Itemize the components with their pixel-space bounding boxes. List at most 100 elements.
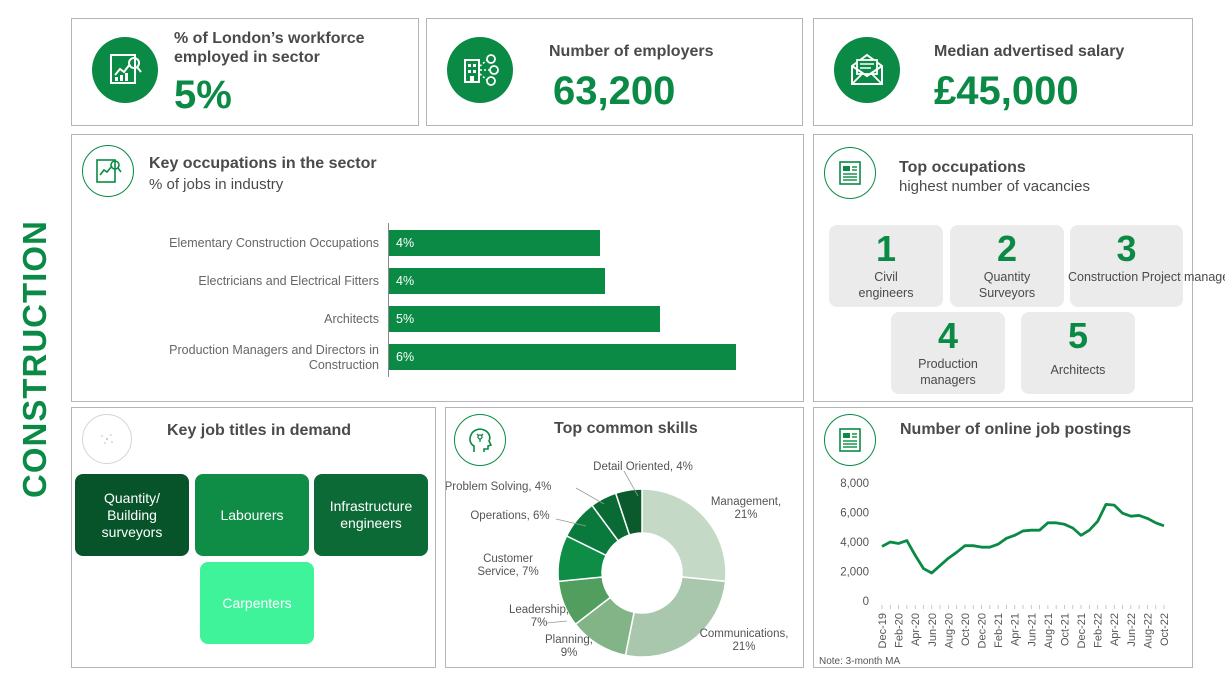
vacancy-label: Civil engineers [858,270,914,300]
occupation-bar-value: 5% [396,312,415,326]
vacancy-rank: 2 [996,228,1018,269]
stat-panel-salary: Median advertised salary £45,000 [813,18,1193,126]
key-occupations-panel: Key occupations in the sector % of jobs … [71,134,804,402]
occupation-axis-line [388,223,389,377]
office-network-icon [447,37,513,103]
stat-value-employers: 63,200 [553,69,676,113]
donut-label-line: Customer [483,553,533,565]
stat-panel-workforce: % of London’s workforce employed in sect… [71,18,419,126]
donut-label-line: Service, 7% [477,566,538,578]
donut-label: Problem Solving, 4% [446,481,551,493]
occupation-bar: 4% [389,230,600,256]
x-tick-label: Dec-19 [877,613,889,648]
occupation-bar-value: 4% [396,274,415,288]
x-tick-label: Apr-20 [910,613,922,646]
y-tick-label: 6,000 [840,508,869,520]
x-tick-label: Dec-20 [977,613,989,648]
vacancy-rank: 4 [937,315,959,356]
top-occupations-subtitle: highest number of vacancies [899,178,1090,195]
vacancy-label: Production managers [918,357,978,387]
stat-panel-employers: Number of employers 63,200 [426,18,803,126]
donut-label-line: 9% [561,647,578,659]
sparkle-icon [82,414,132,464]
job-titles-title: Key job titles in demand [167,422,352,439]
occupation-bar: 6% [389,344,736,370]
stat-label-workforce: % of London’s workforce employed in sect… [174,30,365,66]
skills-title: Top common skills [554,420,698,437]
occupation-label: Elementary Construction Occupations [169,236,379,250]
vacancy-rank: 5 [1067,315,1089,356]
donut-label: Customer Service, 7% [477,553,538,578]
x-tick-label: Feb-20 [894,613,906,648]
y-tick-label: 0 [863,596,869,608]
occupation-label-area: Elementary Construction Occupations Elec… [87,135,379,403]
donut-label-line: Detail Oriented, 4% [593,461,693,473]
donut-label-line: Leadership, [509,604,569,616]
x-tick-label: Dec-21 [1076,613,1088,648]
x-tick-label: Apr-22 [1109,613,1121,646]
x-tick-label: Oct-20 [960,613,972,646]
job-title-tile: Labourers [195,474,309,556]
x-tick-label: Jun-22 [1126,613,1138,647]
skills-panel: Top common skills Management, 21% Communic… [445,407,804,668]
donut-slice [641,488,727,583]
vacancy-tile: 5 Architects [1021,312,1135,394]
x-tick-label: Aug-21 [1043,613,1055,648]
job-title-tile: Infrastructure engineers [314,474,428,556]
vacancy-label: Quantity Surveyors [978,270,1036,300]
donut-label-line: Problem Solving, 4% [446,481,551,493]
x-tick-label: Oct-22 [1159,613,1171,646]
vacancy-tile: 1 Civil engineers [829,225,943,307]
occupation-bar: 5% [389,306,660,332]
donut-label-line: Management, [711,496,781,508]
key-occupations-subtitle: % of jobs in industry [149,176,284,193]
vacancy-label: Architects [1050,363,1106,377]
postings-series-line [881,502,1165,575]
stat-label-salary: Median advertised salary [934,43,1125,60]
donut-label: Operations, 6% [470,510,549,522]
y-tick-label: 4,000 [840,537,869,549]
donut-label: Detail Oriented, 4% [593,461,693,473]
donut-label-line: Planning, [545,634,593,646]
top-occupations-panel: Top occupations highest number of vacanc… [813,134,1225,402]
x-tick-label: Feb-22 [1093,613,1105,648]
sector-title-text: CONSTRUCTION [16,220,53,498]
occupation-label: Electricians and Electrical Fitters [198,274,379,288]
x-tick-label: Aug-22 [1142,613,1154,648]
vacancy-label: Construction Project managers [1068,270,1225,284]
donut-label: Leadership, 7% [509,604,569,629]
postings-panel: Number of online job postings 0 2,000 4,00… [813,407,1193,668]
donut-label: Planning, 9% [545,634,593,659]
y-tick-label: 2,000 [840,567,869,579]
donut-leader-line [555,518,587,527]
stat-value-workforce: 5% [174,73,232,117]
vacancy-rank: 3 [1116,228,1137,269]
donut-slice [614,488,643,536]
donut-label: Communications, 21% [700,628,789,653]
job-title-tile: Quantity/ Building surveyors [75,474,189,556]
newspaper-icon [824,147,876,199]
skills-donut-chart: Management, 21%Communications, 21%Planning… [446,461,789,659]
vacancy-tile: 4 Production managers [891,312,1005,394]
donut-leader-line [623,470,639,497]
chart-report-icon [82,145,134,197]
job-titles-panel: Key job titles in demand Quantity/ Build… [71,407,436,668]
occupation-bar-value: 4% [396,236,415,250]
donut-label-line: 21% [732,641,755,653]
donut-slice [624,576,727,658]
donut-leader-line [575,487,605,505]
stat-label-employers: Number of employers [549,43,714,60]
stat-value-salary: £45,000 [934,69,1079,113]
x-tick-label: Oct-21 [1059,613,1071,646]
x-tick-label: Aug-20 [943,613,955,648]
vacancy-tile: 3 Construction Project managers [1068,225,1225,307]
brain-head-icon [454,414,506,466]
donut-label: Management, 21% [711,496,781,521]
donut-label-line: 7% [531,617,548,629]
job-title-tile: Carpenters [200,562,314,644]
x-tick-label: Apr-21 [1010,613,1022,646]
x-tick-label: Jun-20 [927,613,939,647]
occupation-bar-value: 6% [396,350,415,364]
postings-title: Number of online job postings [900,421,1132,438]
y-tick-label: 8,000 [840,478,869,490]
